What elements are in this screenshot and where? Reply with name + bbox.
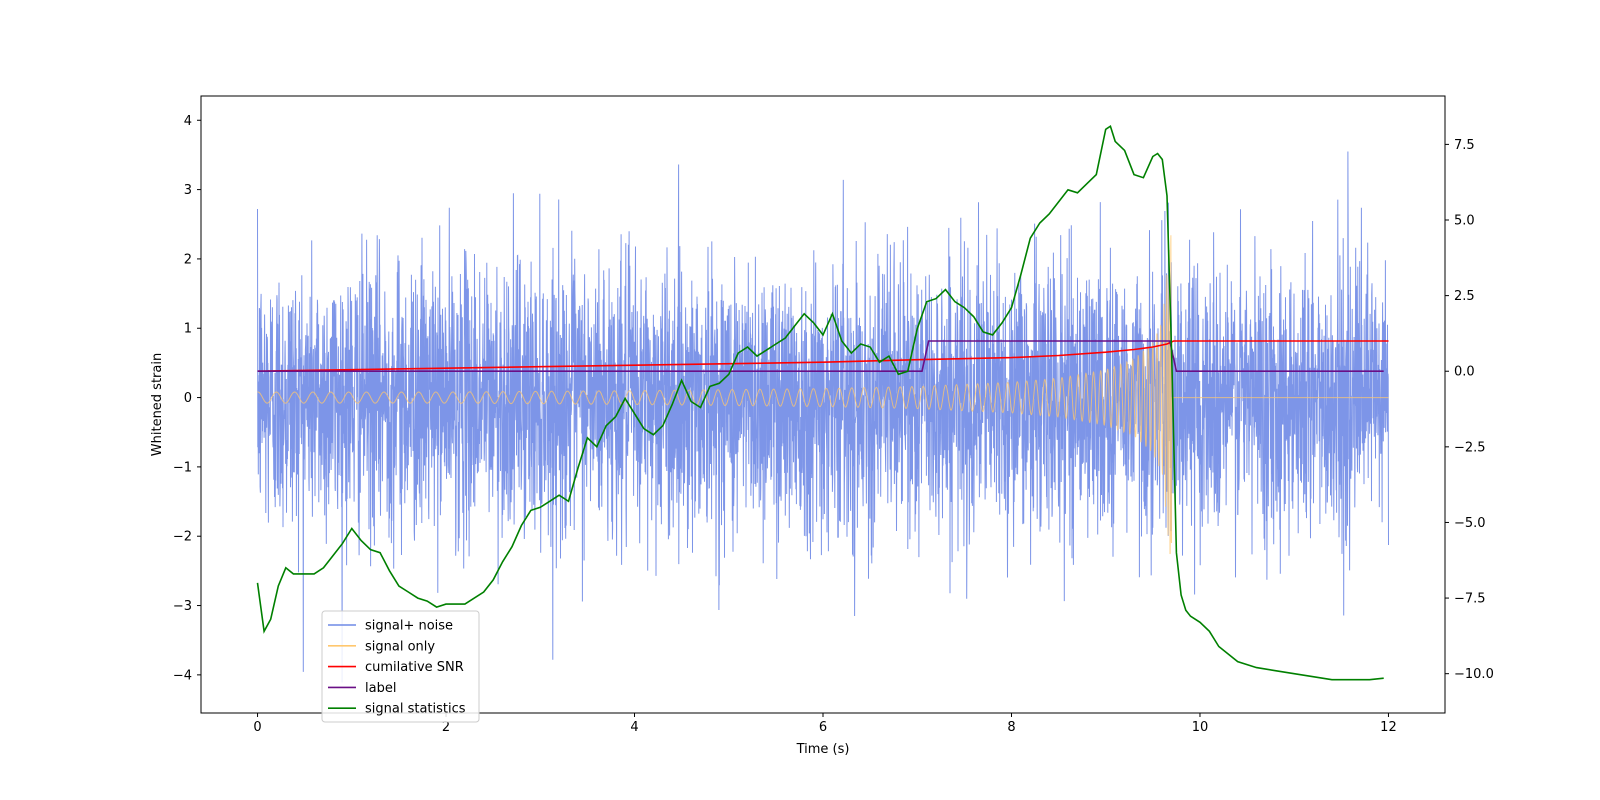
y-right-tick-label: 7.5 — [1454, 138, 1475, 153]
y-right-tick-label: −5.0 — [1454, 516, 1486, 531]
y-right-tick-label: 2.5 — [1454, 289, 1475, 304]
y-left-tick-label: 2 — [184, 252, 192, 267]
series-signal-only-line — [257, 235, 1389, 555]
plot-area — [256, 124, 1389, 683]
x-tick-label: 6 — [819, 720, 827, 735]
series-label-line — [257, 340, 1384, 372]
legend-label: signal statistics — [365, 702, 466, 717]
x-tick-label: 0 — [253, 720, 261, 735]
x-axis-label: Time (s) — [796, 742, 850, 757]
x-tick-label: 10 — [1192, 720, 1209, 735]
legend-label: label — [365, 681, 396, 696]
y-right-tick-label: −10.0 — [1454, 667, 1494, 682]
y-left-tick-label: 4 — [184, 114, 192, 129]
y-left-tick-label: 0 — [184, 391, 192, 406]
series-group — [256, 124, 1389, 683]
y-right-tick-label: 5.0 — [1454, 214, 1475, 229]
y-left-tick-label: 3 — [184, 183, 192, 198]
axis-ticks: 0 2 4 6 8 10 12−4−3−2−101234−10.0−7.5−5.0−2.50… — [173, 114, 1494, 735]
y-left-tick-label: −3 — [173, 599, 192, 614]
y-right-tick-label: 0.0 — [1454, 365, 1475, 380]
x-tick-label: 8 — [1007, 720, 1015, 735]
series-signal-noise-line — [257, 151, 1389, 683]
y-right-tick-label: −2.5 — [1454, 440, 1486, 455]
x-tick-label: 4 — [630, 720, 638, 735]
legend-label: signal only — [365, 639, 435, 654]
legend: signal+ noise signal only cumilative SNR la… — [321, 610, 480, 723]
y-left-tick-label: −1 — [173, 460, 192, 475]
y-left-tick-label: −4 — [173, 668, 192, 683]
y-left-tick-label: 1 — [184, 322, 192, 337]
legend-label: cumilative SNR — [365, 660, 464, 675]
series-cumulative-snr-line — [257, 340, 1389, 372]
y-left-tick-label: −2 — [173, 530, 192, 545]
x-tick-label: 12 — [1380, 720, 1397, 735]
x-tick-label: 2 — [442, 720, 450, 735]
legend-label: signal+ noise — [365, 619, 453, 634]
y-axis-label: Whitened strain — [150, 353, 165, 456]
series-signal-statistics-line — [256, 124, 1384, 681]
y-right-tick-label: −7.5 — [1454, 592, 1486, 607]
legend-box — [321, 610, 480, 723]
